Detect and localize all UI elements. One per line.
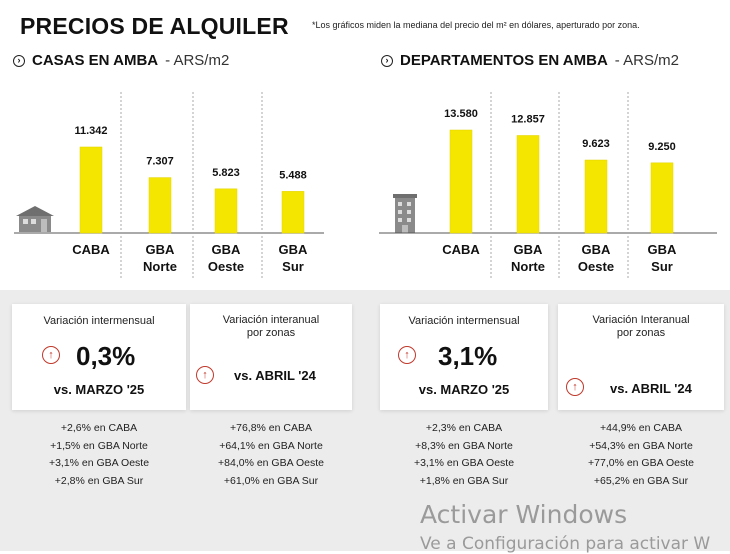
bar (281, 191, 305, 234)
deptos-section-unit: - ARS/m2 (614, 52, 679, 69)
vs-label: vs. MARZO '25 (53, 382, 145, 397)
vs-label: vs. MARZO '25 (418, 382, 510, 397)
deptos-intermensual-value: 3,1% (438, 341, 498, 371)
casas-intermensual-value: 0,3% (76, 341, 136, 371)
vs-label: vs. ABRIL '24 (234, 368, 316, 383)
variation-panel: Variación intermensual ↑ 0,3% vs. MARZO … (0, 290, 730, 551)
deptos-interanual-card: Variación Interanual por zonas ↑ vs. ABR… (558, 304, 724, 410)
category-label: CABA (72, 242, 110, 257)
category-label: Norte (143, 259, 177, 274)
bar (214, 188, 238, 234)
list-item: +2,8% en GBA Sur (54, 474, 144, 487)
bar (79, 146, 103, 234)
bar (449, 129, 473, 234)
category-label: Sur (282, 259, 304, 274)
arrow-up-icon: ↑ (42, 346, 60, 364)
list-item: +1,8% en GBA Sur (419, 474, 509, 487)
vs-label: vs. ABRIL '24 (610, 381, 692, 396)
casas-interanual-details: +76,8% en CABA +64,1% en GBA Norte +84,0… (190, 420, 352, 490)
windows-activation-watermark: Activar Windows (420, 500, 628, 529)
list-item: +84,0% en GBA Oeste (218, 457, 324, 469)
casas-interanual-card: Variación interanual por zonas ↑ vs. ABR… (190, 304, 352, 410)
bar (650, 162, 674, 234)
arrow-up-icon: ↑ (566, 378, 584, 396)
deptos-section-header: › DEPARTAMENTOS EN AMBA - ARS/m2 (381, 52, 679, 69)
data-label: 12.857 (511, 113, 545, 125)
deptos-intermensual-card: Variación intermensual ↑ 3,1% vs. MARZO … (380, 304, 548, 410)
casas-section-unit: - ARS/m2 (165, 52, 230, 69)
casas-intermensual-card: Variación intermensual ↑ 0,3% vs. MARZO … (12, 304, 186, 410)
building-icon (393, 194, 417, 233)
category-label: GBA (212, 242, 242, 257)
category-label: GBA (648, 242, 678, 257)
list-item: +3,1% en GBA Oeste (413, 457, 515, 469)
data-label: 5.488 (279, 169, 307, 181)
deptos-section-title: DEPARTAMENTOS EN AMBA (400, 52, 608, 69)
deptos-bar-chart: 13.580 CABA 12.857 GBA Norte 9.623 GBA Oeste 9.2… (379, 92, 717, 280)
list-item: +77,0% en GBA Oeste (588, 457, 694, 469)
list-item: +1,5% en GBA Norte (50, 439, 148, 452)
data-label: 9.623 (582, 138, 610, 150)
card-title: Variación Interanual por zonas (592, 314, 690, 339)
list-item: +65,2% en GBA Sur (593, 474, 689, 487)
list-item: +54,3% en GBA Norte (589, 439, 693, 452)
card-title: Variación interanual por zonas (222, 314, 320, 339)
card-title: Variación intermensual (43, 315, 155, 327)
bar (148, 177, 172, 234)
footnote: *Los gráficos miden la mediana del preci… (312, 20, 640, 30)
category-label: CABA (442, 242, 480, 257)
category-label: Oeste (208, 259, 244, 274)
data-label: 13.580 (444, 108, 478, 120)
page-title: PRECIOS DE ALQUILER (20, 13, 289, 39)
arrow-right-circle-icon: › (13, 54, 25, 67)
card-title: Variación intermensual (408, 315, 520, 327)
list-item: +61,0% en GBA Sur (223, 474, 319, 487)
house-icon (16, 206, 54, 232)
list-item: +44,9% en CABA (599, 422, 682, 434)
list-item: +64,1% en GBA Norte (219, 439, 323, 452)
category-label: GBA (279, 242, 309, 257)
arrow-up-icon: ↑ (196, 366, 214, 384)
list-item: +8,3% en GBA Norte (415, 439, 513, 452)
list-item: +3,1% en GBA Oeste (48, 457, 150, 469)
casas-section-title: CASAS EN AMBA (32, 52, 159, 69)
data-label: 9.250 (648, 141, 676, 153)
data-label: 7.307 (146, 156, 174, 168)
bar (516, 135, 540, 234)
list-item: +2,3% en CABA (425, 422, 503, 434)
casas-intermensual-details: +2,6% en CABA +1,5% en GBA Norte +3,1% e… (12, 420, 186, 490)
arrow-right-circle-icon: › (381, 54, 393, 67)
bar (584, 159, 608, 234)
arrow-up-icon: ↑ (398, 346, 416, 364)
casas-section-header: › CASAS EN AMBA - ARS/m2 (13, 52, 229, 69)
data-label: 5.823 (212, 167, 240, 179)
casas-bar-chart: 11.342 CABA 7.307 GBA Norte 5.823 GBA Oeste 5.48… (14, 92, 324, 280)
deptos-interanual-details: +44,9% en CABA +54,3% en GBA Norte +77,0… (558, 420, 724, 490)
category-label: Norte (511, 259, 545, 274)
list-item: +76,8% en CABA (229, 422, 312, 434)
category-label: GBA (582, 242, 612, 257)
windows-activation-hint: Ve a Configuración para activar W (420, 534, 711, 554)
deptos-intermensual-details: +2,3% en CABA +8,3% en GBA Norte +3,1% e… (380, 420, 548, 490)
category-label: GBA (514, 242, 544, 257)
list-item: +2,6% en CABA (60, 422, 138, 434)
category-label: GBA (146, 242, 176, 257)
data-label: 11.342 (74, 125, 107, 137)
category-label: Oeste (578, 259, 614, 274)
category-label: Sur (651, 259, 673, 274)
